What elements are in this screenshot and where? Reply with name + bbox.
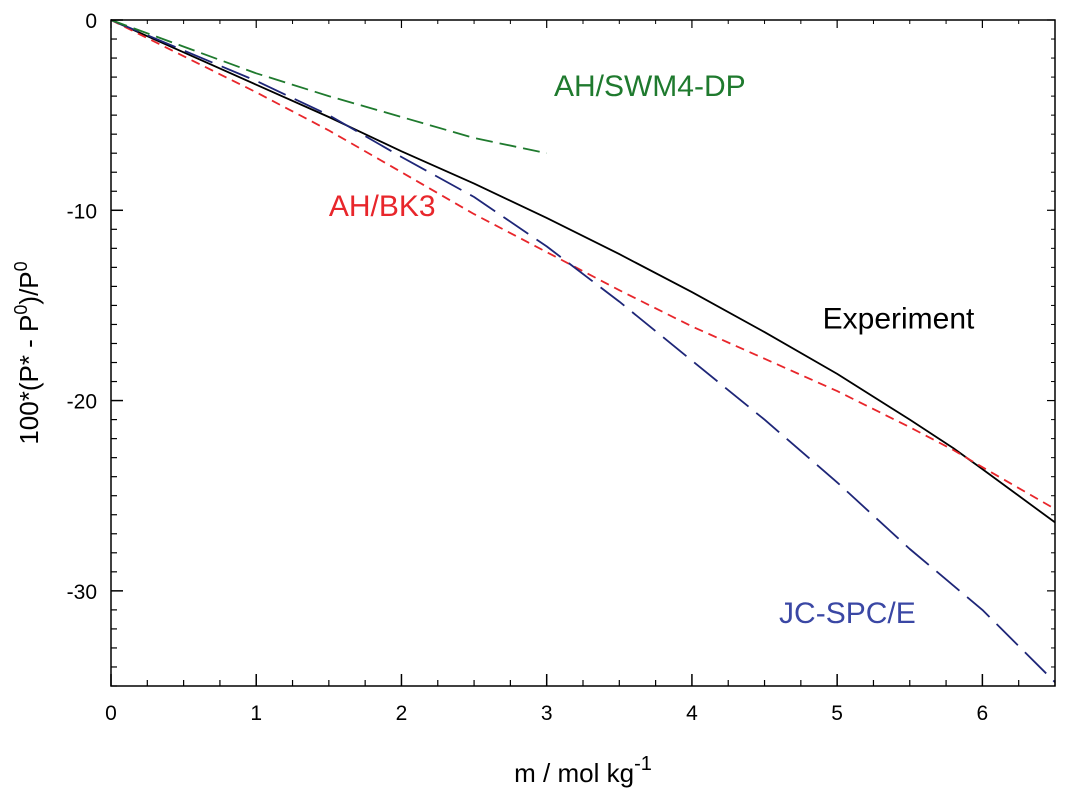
series-labels: AH/SWM4-DP AH/BK3 Experiment JC-SPC/E	[329, 70, 975, 630]
y-tick-label: 0	[85, 10, 97, 33]
series-line-ah-bk3	[110, 19, 1056, 510]
series-label-ah-swm4-dp: AH/SWM4-DP	[554, 70, 746, 103]
y-tick-label: -20	[67, 391, 97, 414]
series-line-ah-swm4-dp	[110, 19, 547, 155]
x-tick-label: 0	[105, 702, 117, 725]
x-tick-label: 1	[250, 702, 262, 725]
series-label-experiment: Experiment	[823, 302, 975, 335]
series-layer	[110, 19, 1056, 683]
x-axis-title-main: m / mol kg	[514, 758, 634, 788]
x-tick-label: 5	[831, 702, 843, 725]
series-line-jc-spc-e	[110, 19, 1056, 683]
y-axis-title-part-2: )/P	[14, 271, 44, 304]
series-line-experiment	[110, 19, 1056, 524]
y-axis-title: 100*(P* - P0)/P0	[11, 261, 44, 444]
x-tick-label: 3	[541, 702, 553, 725]
y-axis-title-part-1: 100*(P* - P	[14, 315, 44, 445]
x-tick-label: 6	[977, 702, 989, 725]
series-label-jc-spc-e: JC-SPC/E	[779, 597, 916, 630]
x-tick-label: 2	[396, 702, 408, 725]
y-tick-label: -10	[67, 200, 97, 223]
y-tick-label: -30	[67, 581, 97, 604]
ticks-layer	[110, 19, 1056, 687]
x-tick-label: 4	[686, 702, 698, 725]
y-axis-title-sup-1: 0	[11, 305, 31, 315]
x-axis-title-superscript: -1	[634, 753, 652, 775]
x-axis-title: m / mol kg-1	[514, 753, 652, 788]
series-label-ah-bk3: AH/BK3	[329, 190, 436, 223]
y-axis-title-sup-2: 0	[11, 261, 31, 271]
tick-labels: 0 1 2 3 4 5 6 0 -10 -20 -30	[67, 10, 989, 725]
